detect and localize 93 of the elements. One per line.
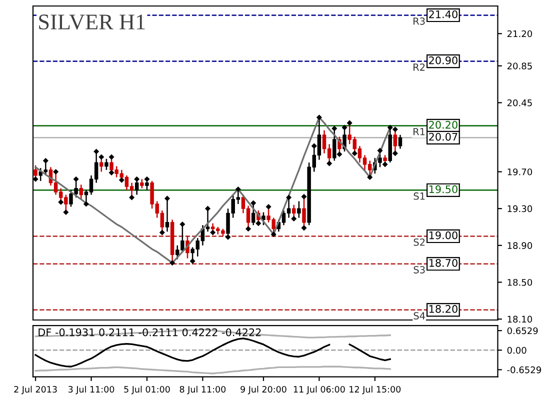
candlestick: [297, 200, 301, 218]
point: [246, 226, 252, 232]
annotation: R3: [414, 17, 425, 25]
x-tick-label: 8 Jul 11:00: [180, 386, 226, 394]
point: [387, 124, 393, 130]
ref-line-label: 19.00: [429, 231, 458, 240]
point: [204, 206, 211, 212]
point: [108, 170, 114, 176]
y-tick-label: 19.70: [508, 168, 532, 176]
annotation: S1: [414, 192, 425, 200]
candlestick: [69, 190, 73, 208]
ref-line-label: 20.07: [429, 132, 458, 141]
candlestick: [398, 134, 402, 150]
annotation: S4: [414, 312, 425, 320]
annotation: R2: [414, 64, 425, 71]
point: [63, 209, 69, 216]
point: [346, 120, 352, 126]
y-tick-label: 21.20: [507, 30, 532, 38]
point: [311, 143, 317, 149]
y-tick-label: 18.90: [508, 242, 532, 249]
point: [256, 220, 262, 226]
point: [392, 126, 398, 132]
point: [316, 114, 322, 120]
point: [210, 230, 216, 236]
point: [164, 196, 170, 202]
point: [352, 150, 358, 156]
point: [53, 168, 59, 175]
point: [33, 176, 38, 182]
point: [108, 154, 114, 160]
chart-title: DF -0.1931 0.2111 -0.2111 0.4222 -0.4222: [38, 328, 261, 336]
point: [94, 148, 100, 154]
ref-line-label: 19.50: [429, 185, 458, 194]
point: [377, 148, 383, 154]
point: [332, 126, 338, 132]
candlestick: [140, 178, 144, 189]
point: [190, 258, 196, 264]
y-tick-label: 20.45: [507, 99, 532, 106]
point: [144, 176, 150, 182]
point: [83, 201, 89, 207]
candlestick: [38, 167, 42, 182]
point: [159, 230, 165, 236]
point: [392, 150, 398, 156]
x-tick-label: 9 Jul 20:00: [240, 386, 286, 394]
point: [367, 174, 373, 180]
point: [58, 199, 64, 205]
point: [336, 151, 342, 158]
point: [342, 124, 348, 130]
point: [301, 225, 307, 231]
point: [286, 194, 292, 200]
point: [266, 204, 272, 210]
point: [250, 200, 256, 206]
point: [170, 260, 176, 266]
point: [42, 158, 48, 164]
ref-line-label: 20.90: [429, 56, 458, 64]
ref-line-label: 21.40: [429, 10, 458, 18]
candlestick: [292, 204, 296, 220]
y-tick-label: 0.00: [507, 346, 526, 354]
y-tick-label: 20.85: [507, 62, 532, 70]
point: [118, 177, 124, 183]
annotation: S2: [414, 238, 425, 246]
ref-line-label: 18.20: [429, 305, 458, 313]
point: [73, 176, 79, 182]
candlestick: [79, 184, 83, 200]
point: [98, 154, 104, 160]
line-series: [34, 328, 391, 338]
point: [235, 186, 241, 192]
line-series: [34, 366, 391, 374]
y-tick-label: 0.6529: [507, 327, 538, 334]
x-tick-label: 2 Jul 2013: [14, 386, 57, 394]
y-tick-label: -0.6529: [507, 366, 541, 374]
x-tick-label: 11 Jul 06:00: [294, 386, 345, 394]
point: [291, 216, 297, 222]
point: [270, 232, 276, 238]
annotation: R1: [414, 128, 425, 136]
candlestick: [165, 198, 170, 232]
y-tick-label: 18.50: [508, 278, 532, 286]
candlestick: [104, 158, 108, 171]
x-tick-label: 3 Jul 11:00: [68, 386, 114, 394]
ref-line-label: 18.70: [429, 258, 458, 267]
chart-title: SILVER H1: [39, 14, 145, 30]
y-tick-label: 18.10: [508, 316, 532, 323]
annotation: S3: [414, 266, 425, 274]
y-tick-label: 19.30: [508, 205, 532, 212]
point: [382, 162, 388, 168]
x-tick-label: 12 Jul 15:00: [350, 386, 401, 394]
ref-line-label: 20.20: [429, 120, 458, 129]
point: [225, 234, 231, 240]
candlestick: [262, 212, 266, 226]
point: [134, 176, 140, 182]
point: [326, 160, 332, 166]
point: [128, 194, 135, 200]
x-tick-label: 5 Jul 01:00: [124, 386, 170, 394]
point: [301, 194, 307, 200]
